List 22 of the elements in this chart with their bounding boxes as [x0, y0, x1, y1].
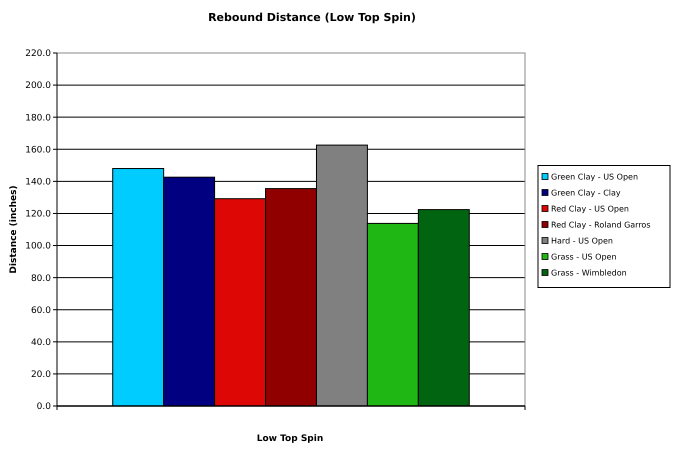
x-axis-title: Low Top Spin — [256, 434, 324, 444]
legend-label: Hard - US Open — [551, 236, 613, 246]
legend-label: Red Clay - Roland Garros — [551, 220, 650, 230]
y-tick-label: 100.0 — [25, 242, 52, 252]
y-axis-title: Distance (inches) — [9, 185, 19, 274]
y-tick-label: 220.0 — [25, 49, 52, 60]
y-tick-label: 0.0 — [36, 402, 52, 412]
legend-label: Green Clay - US Open — [551, 172, 638, 182]
y-tick-label: 140.0 — [25, 178, 52, 188]
y-tick-label: 80.0 — [30, 274, 52, 284]
y-tick-label: 40.0 — [30, 338, 52, 348]
y-tick-label: 120.0 — [25, 210, 52, 220]
y-tick-label: 180.0 — [25, 113, 52, 124]
y-tick-label: 200.0 — [25, 81, 52, 92]
legend-label: Grass - Wimbledon — [551, 268, 627, 278]
legend-label: Grass - US Open — [551, 252, 617, 262]
legend-label: Green Clay - Clay — [551, 188, 621, 198]
y-tick-label: 20.0 — [30, 370, 52, 380]
y-tick-label: 60.0 — [30, 306, 52, 316]
chart-title: Rebound Distance (Low Top Spin) — [208, 11, 416, 24]
y-tick-label: 160.0 — [25, 145, 52, 156]
legend-label: Red Clay - US Open — [551, 204, 630, 214]
